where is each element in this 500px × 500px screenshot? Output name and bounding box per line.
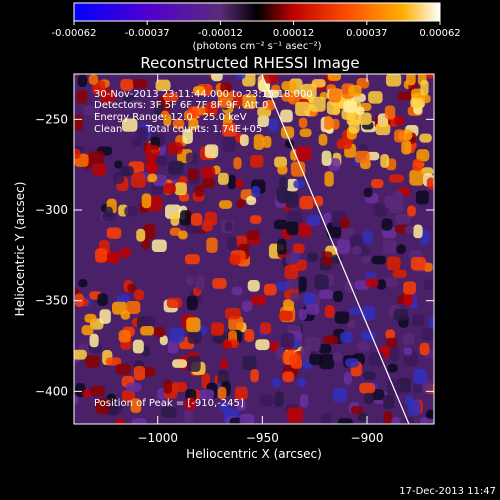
colorbar xyxy=(73,2,441,22)
colorbar-unit-label: (photons cm⁻² s⁻¹ asec⁻²) xyxy=(192,41,321,52)
colorbar-tick-label: 0.00012 xyxy=(273,28,314,39)
annotation-energy: Energy Range: 12.0 - 25.0 keV xyxy=(94,112,247,123)
y-tick-label: −400 xyxy=(35,384,68,398)
chart-title: Reconstructed RHESSI Image xyxy=(140,54,359,72)
colorbar-tick-label: -0.00012 xyxy=(198,28,243,39)
footer-date: 17-Dec-2013 11:47 xyxy=(399,486,496,497)
annotation-detectors: Detectors: 3F 5F 6F 7F 8F 9F, Att 0 xyxy=(94,100,268,111)
x-tick-label: −1000 xyxy=(137,431,178,445)
x-axis-label: Heliocentric X (arcsec) xyxy=(186,447,322,461)
colorbar-tick-label: 0.00037 xyxy=(346,28,387,39)
y-tick-label: −300 xyxy=(35,203,68,217)
annotation-time: 30-Nov-2013 23:11:44.000 to 23:15:18.000 xyxy=(94,89,313,100)
y-tick-label: −250 xyxy=(35,112,68,126)
annotation-counts: Total counts: 1.74E+05 xyxy=(145,124,262,135)
y-tick-label: −350 xyxy=(35,294,68,308)
x-tick-label: −900 xyxy=(351,431,384,445)
annotation-method: Clean xyxy=(94,124,122,135)
y-axis-label: Heliocentric Y (arcsec) xyxy=(13,182,27,317)
plot-frame xyxy=(73,73,435,425)
x-tick-label: −950 xyxy=(246,431,279,445)
solar-limb-line xyxy=(261,75,410,424)
colorbar-tick-label: 0.00062 xyxy=(419,28,460,39)
heatmap-image xyxy=(74,74,434,424)
colorbar-ticks: -0.00062 -0.00037 -0.00012 0.00012 0.00037 0.… xyxy=(52,21,461,39)
colorbar-tick-label: -0.00037 xyxy=(125,28,170,39)
annotation-peak: Position of Peak = [-910,-245] xyxy=(94,398,244,409)
colorbar-tick-label: -0.00062 xyxy=(52,28,97,39)
axis-ticks: −1000 −950 −900 −250 −300 −350 −400 xyxy=(35,74,434,445)
